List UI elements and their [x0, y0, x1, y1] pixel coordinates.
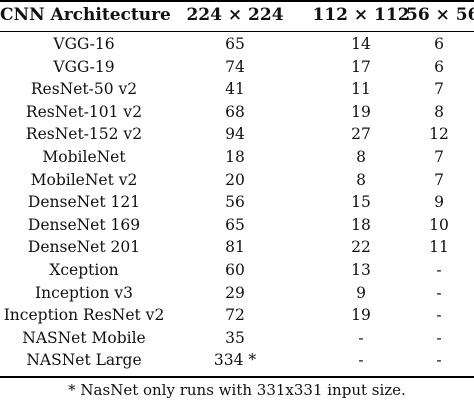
table-row: DenseNet 121 56 15 9 [0, 191, 474, 214]
value-112-cell: 17 [351, 57, 371, 76]
table-body: VGG-16 65 14 6 VGG-19 74 17 6 ResNet-50 … [0, 33, 474, 372]
header-224: 224 × 224 [186, 5, 284, 25]
table-bottom-rule [0, 376, 474, 378]
value-112-cell: 14 [351, 35, 371, 53]
table-row: DenseNet 169 65 18 10 [0, 214, 474, 237]
table-row: NASNet Large 334 * - - [0, 349, 474, 372]
architecture-cell: Xception [49, 260, 119, 279]
value-224-cell: 94 [225, 125, 245, 144]
value-112-cell: 11 [351, 80, 371, 99]
value-56-cell: 12 [429, 125, 449, 144]
table-row: ResNet-152 v2 94 27 12 [0, 123, 474, 146]
value-224-cell: 29 [225, 283, 245, 302]
value-224-cell: 81 [225, 238, 245, 257]
value-112-cell: 15 [351, 193, 371, 212]
value-224-cell: 60 [225, 260, 245, 279]
value-112-cell: 8 [356, 147, 366, 166]
architecture-cell: MobileNet v2 [30, 170, 138, 189]
value-224-cell: 68 [225, 102, 245, 121]
architecture-cell: ResNet-152 v2 [25, 125, 143, 144]
value-56-cell: 11 [429, 238, 449, 257]
value-56-cell: 6 [434, 57, 444, 76]
value-224-cell: 41 [225, 80, 245, 99]
table-row: Xception 60 13 - [0, 259, 474, 282]
table-row: VGG-19 74 17 6 [0, 56, 474, 79]
value-56-cell: 6 [434, 35, 444, 53]
architecture-cell: VGG-16 [53, 35, 115, 53]
table-row: Inception v3 29 9 - [0, 282, 474, 305]
architecture-cell: DenseNet 121 [27, 193, 141, 212]
header-112: 112 × 112 [312, 5, 410, 25]
value-56-cell: 10 [429, 215, 449, 234]
value-56-cell: 9 [434, 193, 444, 212]
value-112-cell: - [358, 351, 364, 370]
value-112-cell: 19 [351, 102, 371, 121]
value-224-cell: 65 [225, 35, 245, 53]
table-row: Inception ResNet v2 72 19 - [0, 304, 474, 327]
value-56-cell: 8 [434, 102, 444, 121]
value-224-cell: 74 [225, 57, 245, 76]
value-56-cell: 7 [434, 80, 444, 99]
value-112-cell: 19 [351, 306, 371, 325]
architecture-cell: ResNet-101 v2 [25, 102, 143, 121]
architecture-cell: Inception ResNet v2 [3, 306, 165, 325]
table-row: ResNet-50 v2 41 11 7 [0, 78, 474, 101]
value-56-cell: - [436, 328, 442, 347]
value-224-cell: 334 * [213, 351, 257, 370]
value-112-cell: 9 [356, 283, 366, 302]
value-112-cell: 18 [351, 215, 371, 234]
architecture-cell: DenseNet 201 [27, 238, 141, 257]
value-56-cell: 7 [434, 147, 444, 166]
value-56-cell: 7 [434, 170, 444, 189]
value-224-cell: 65 [225, 215, 245, 234]
architecture-cell: ResNet-50 v2 [30, 80, 138, 99]
table-row: NASNet Mobile 35 - - [0, 327, 474, 350]
header-56: 56 × 56 [406, 5, 474, 25]
architecture-cell: DenseNet 169 [27, 215, 141, 234]
table-row: MobileNet 18 8 7 [0, 146, 474, 169]
architecture-cell: MobileNet [42, 147, 126, 166]
table-header-rule [0, 31, 474, 32]
value-224-cell: 72 [225, 306, 245, 325]
table-row: MobileNet v2 20 8 7 [0, 169, 474, 192]
header-architecture: CNN Architecture [0, 5, 171, 25]
value-224-cell: 56 [225, 193, 245, 212]
value-112-cell: 13 [351, 260, 371, 279]
value-56-cell: - [436, 351, 442, 370]
architecture-cell: NASNet Large [26, 351, 142, 370]
value-56-cell: - [436, 260, 442, 279]
value-112-cell: 27 [351, 125, 371, 144]
value-224-cell: 20 [225, 170, 245, 189]
architecture-cell: NASNet Mobile [22, 328, 146, 347]
table-footnote: * NasNet only runs with 331x331 input si… [68, 381, 406, 399]
value-56-cell: - [436, 306, 442, 325]
table-top-rule [0, 0, 474, 2]
value-224-cell: 18 [225, 147, 245, 166]
architecture-cell: Inception v3 [35, 283, 133, 302]
architecture-cell: VGG-19 [53, 57, 115, 76]
table-row: ResNet-101 v2 68 19 8 [0, 101, 474, 124]
value-224-cell: 35 [225, 328, 245, 347]
value-112-cell: - [358, 328, 364, 347]
value-56-cell: - [436, 283, 442, 302]
value-112-cell: 22 [351, 238, 371, 257]
value-112-cell: 8 [356, 170, 366, 189]
table-row: DenseNet 201 81 22 11 [0, 236, 474, 259]
table-row: VGG-16 65 14 6 [0, 33, 474, 56]
